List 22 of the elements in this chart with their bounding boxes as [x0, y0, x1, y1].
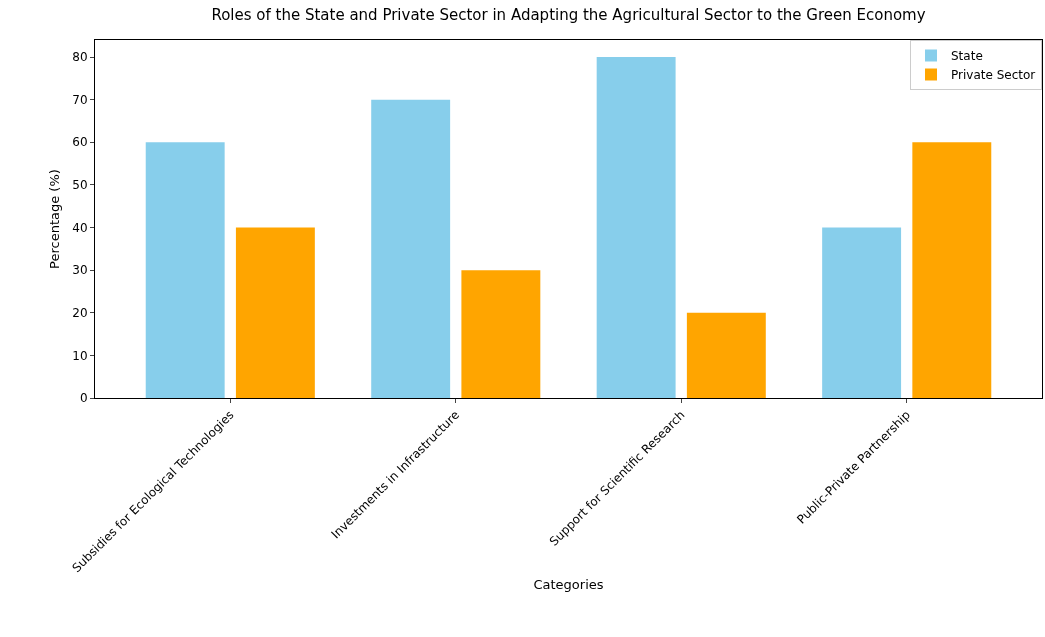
y-tick-label: 20 — [72, 305, 88, 320]
y-tick-label: 40 — [72, 220, 88, 235]
y-axis-title: Percentage (%) — [47, 169, 62, 269]
x-axis-title: Categories — [533, 576, 604, 592]
bar — [461, 270, 541, 398]
y-tick-label: 10 — [72, 348, 88, 363]
y-tick-label: 60 — [72, 135, 88, 150]
chart-title: Roles of the State and Private Sector in Adapting the Agricultural Sector to the Green Economy — [211, 6, 926, 25]
y-tick-label: 0 — [79, 391, 88, 406]
y-tick-label: 80 — [72, 50, 88, 65]
bar — [371, 99, 451, 398]
y-tick-label: 70 — [72, 92, 88, 107]
legend-label: State — [951, 49, 983, 64]
bar — [912, 142, 992, 398]
bar — [145, 142, 225, 398]
bar — [686, 312, 766, 398]
y-tick-label: 50 — [72, 178, 88, 193]
bar — [822, 227, 902, 398]
y-tick-label: 30 — [72, 263, 88, 278]
bar — [596, 57, 676, 398]
bar — [235, 227, 315, 398]
legend-label: Private Sector — [951, 68, 1036, 83]
